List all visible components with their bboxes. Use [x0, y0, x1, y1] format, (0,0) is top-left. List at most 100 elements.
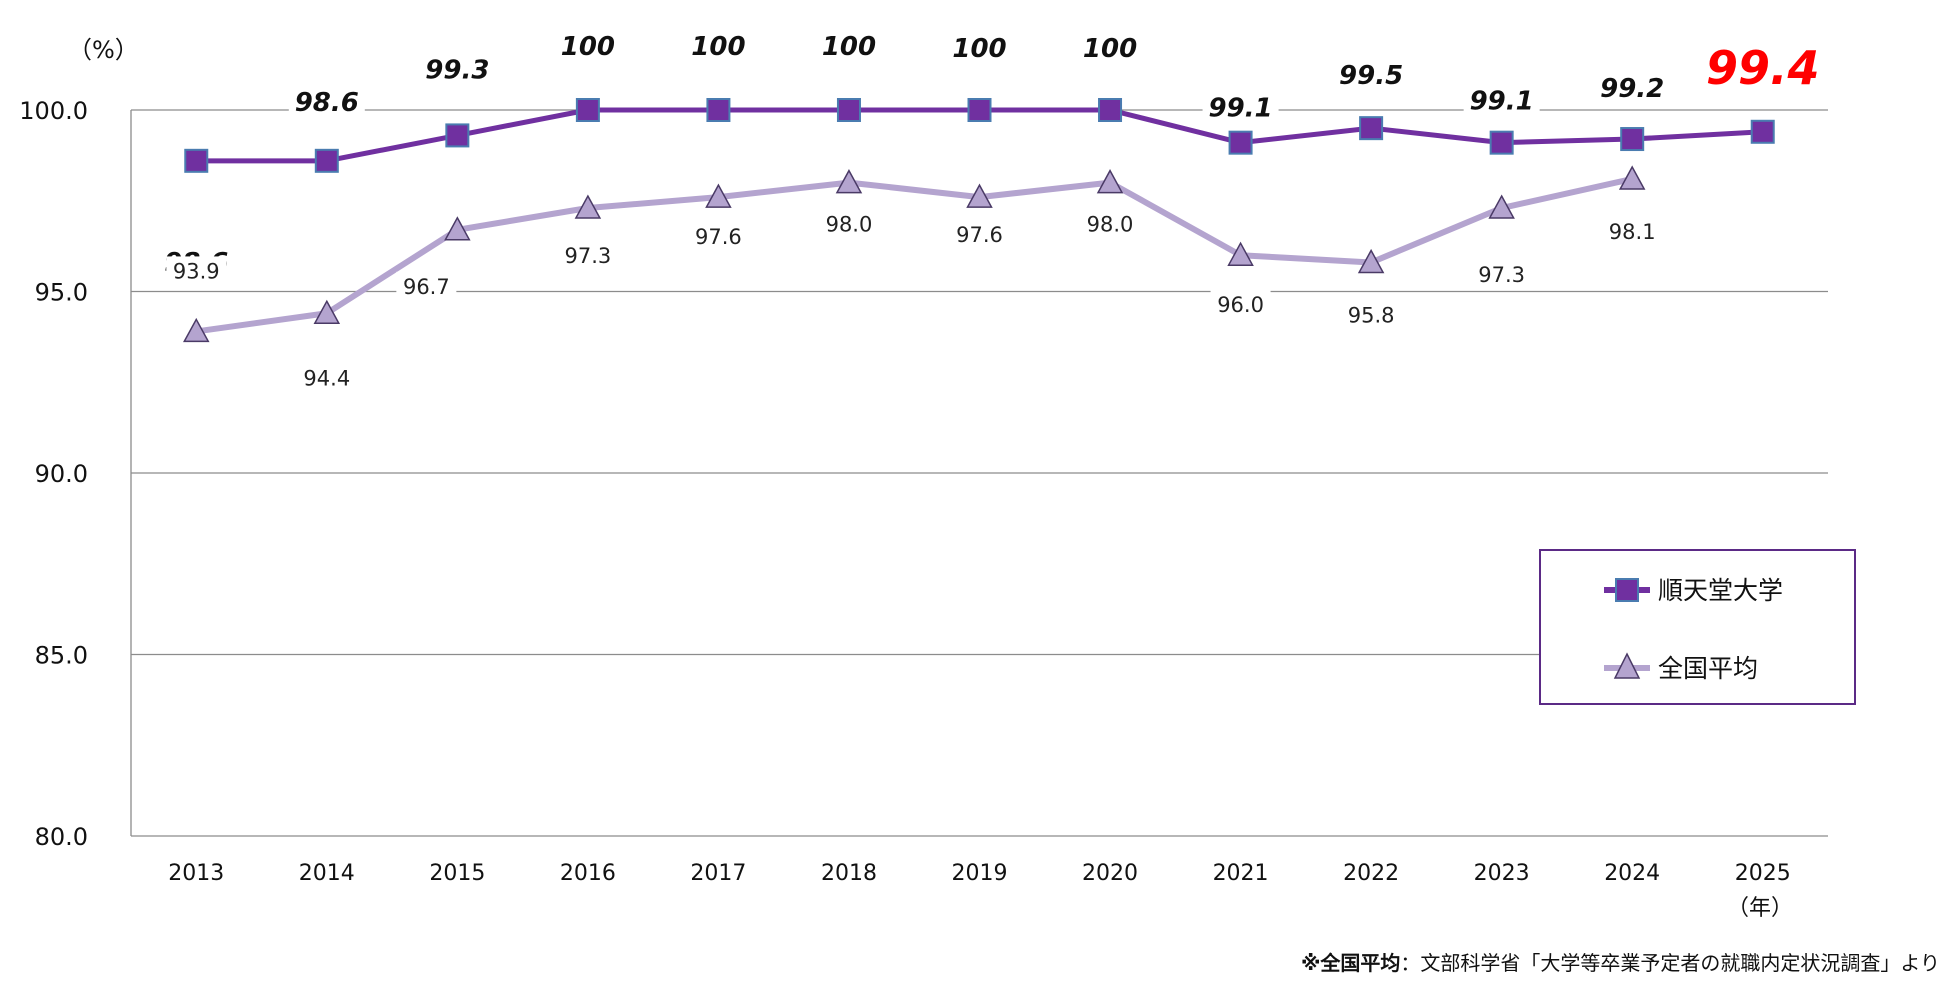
x-tick-label: 2024 [1604, 861, 1660, 886]
source-note-bold: ※全国平均 [1301, 951, 1400, 975]
data-label-national: 97.6 [956, 223, 1003, 247]
marker-univ [1228, 130, 1253, 155]
gridlines [131, 109, 1828, 837]
y-tick-label: 85.0 [35, 642, 88, 670]
label-background [396, 271, 457, 301]
marker-national [1618, 165, 1646, 190]
legend-box [1539, 549, 1856, 705]
marker-univ [967, 98, 992, 122]
x-tick-label: 2023 [1474, 861, 1530, 886]
data-label-national: 98.0 [1087, 213, 1134, 237]
data-label-national: 97.6 [695, 225, 742, 249]
data-labels: 98.698.699.310010010010010099.199.599.19… [158, 29, 1820, 393]
data-label-national: 96.0 [1217, 293, 1264, 317]
label-background [1602, 216, 1663, 246]
data-label-univ: 100 [1083, 34, 1137, 64]
series-line-national [195, 176, 1633, 335]
x-tick-label: 2019 [952, 861, 1008, 886]
data-label-univ: 99.5 [1339, 61, 1403, 91]
data-label-univ: 99.2 [1600, 74, 1664, 104]
marker-univ [1359, 116, 1384, 141]
x-tick-label: 2022 [1343, 861, 1399, 886]
x-tick-label: 2025 [1735, 861, 1791, 886]
marker-univ [836, 98, 861, 122]
data-label-univ: 100 [561, 32, 615, 62]
data-label-national: 97.3 [565, 244, 612, 268]
label-background [296, 363, 357, 393]
data-label-national: 97.3 [1478, 263, 1525, 287]
data-label-national: 95.8 [1348, 303, 1395, 327]
label-background [1471, 260, 1532, 290]
y-tick-label: 100.0 [19, 97, 88, 125]
x-axis: 2013 2014 2015 2016 2017 2018 2019 2020 2021 2022… [168, 861, 1790, 886]
label-background [1080, 209, 1141, 239]
marker-national [1227, 241, 1254, 266]
label-background [166, 256, 227, 286]
data-label-national: 93.9 [173, 259, 220, 283]
data-label-univ: 100 [691, 32, 745, 62]
legend-marker-triangle-icon [1613, 652, 1641, 679]
marker-univ [1750, 119, 1775, 144]
marker-national [1096, 169, 1124, 194]
x-axis-unit: （年） [1727, 896, 1793, 921]
legend: 順天堂大学 全国平均 [1539, 549, 1856, 705]
data-label-univ: 100 [952, 34, 1006, 64]
legend-marker-square-icon [1615, 578, 1639, 602]
label-background [818, 209, 879, 239]
data-label-national: 94.4 [303, 366, 350, 390]
marker-univ [706, 98, 731, 122]
label-background [680, 29, 757, 63]
label-background [1341, 300, 1402, 330]
label-background [688, 222, 749, 252]
label-background [1202, 90, 1279, 125]
label-background [1072, 31, 1149, 65]
x-tick-label: 2018 [821, 861, 877, 886]
label-background [557, 241, 618, 271]
data-label-univ: 99.1 [1470, 87, 1534, 117]
source-note: ※全国平均：文部科学省「大学等卒業予定者の就職内定状況調査」より [1301, 951, 1940, 975]
marker-univ [314, 148, 339, 173]
label-background [1463, 83, 1540, 118]
marker-univ [1620, 127, 1645, 152]
marker-univ [1098, 98, 1123, 122]
marker-national [1357, 248, 1385, 274]
y-axis: 100.0 95.0 90.0 85.0 80.0 [19, 97, 132, 851]
marker-national [835, 169, 863, 194]
data-label-highlight: 99.4 [1706, 41, 1820, 95]
series-markers [183, 98, 1775, 343]
data-label-national: 96.7 [403, 275, 450, 299]
x-tick-label: 2021 [1213, 861, 1269, 886]
marker-national [183, 317, 210, 343]
data-label-national: 98.0 [826, 213, 873, 237]
marker-national [966, 183, 993, 208]
marker-univ [445, 123, 470, 148]
marker-national [1488, 194, 1515, 219]
y-tick-label: 80.0 [35, 823, 88, 851]
label-background [1210, 290, 1271, 320]
y-tick-label: 95.0 [35, 279, 88, 307]
x-tick-label: 2020 [1082, 861, 1138, 886]
label-background [419, 52, 496, 87]
x-tick-label: 2013 [168, 861, 224, 886]
data-label-univ: 98.6 [295, 88, 359, 118]
marker-national [313, 299, 341, 325]
y-axis-unit: （%） [68, 36, 139, 64]
data-label-national: 98.1 [1609, 220, 1656, 244]
label-background [1594, 71, 1671, 106]
data-label-univ: 99.1 [1208, 94, 1272, 124]
label-background [941, 31, 1018, 65]
legend-label-national: 全国平均 [1658, 654, 1758, 683]
label-background [549, 29, 626, 63]
label-background [288, 84, 365, 119]
marker-univ [1489, 130, 1514, 155]
marker-univ [184, 148, 209, 173]
label-background [810, 29, 887, 63]
label-background [949, 220, 1010, 250]
marker-national [444, 216, 471, 241]
source-note-text: ：文部科学省「大学等卒業予定者の就職内定状況調査」より [1400, 951, 1940, 975]
data-label-univ: 99.3 [425, 55, 489, 85]
marker-national [705, 183, 732, 208]
marker-univ [575, 98, 600, 122]
legend-label-univ: 順天堂大学 [1658, 576, 1783, 605]
